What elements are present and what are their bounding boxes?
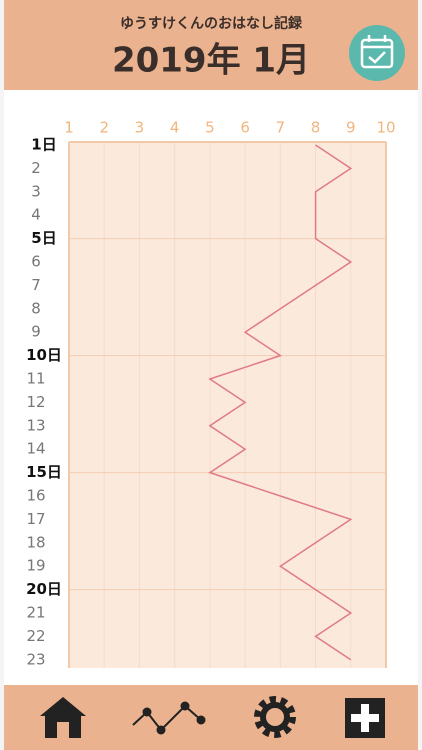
y-tick-label: 20日 bbox=[26, 580, 62, 598]
y-tick-label: 4 bbox=[31, 206, 41, 224]
y-tick-label: 19 bbox=[26, 557, 45, 575]
x-tick-label: 10 bbox=[376, 119, 395, 137]
y-tick-label: 13 bbox=[26, 416, 45, 434]
home-button[interactable] bbox=[40, 697, 86, 738]
y-tick-label: 15日 bbox=[26, 463, 62, 481]
y-tick-label: 1日 bbox=[31, 136, 56, 154]
header-bar bbox=[4, 0, 418, 90]
y-tick-label: 16 bbox=[26, 487, 45, 505]
calendar-button[interactable] bbox=[349, 25, 405, 81]
y-tick-label: 2 bbox=[31, 159, 41, 177]
y-tick-label: 21 bbox=[26, 604, 45, 622]
x-tick-label: 8 bbox=[311, 119, 321, 137]
y-tick-label: 17 bbox=[26, 510, 45, 528]
x-tick-label: 2 bbox=[99, 119, 109, 137]
graph-button[interactable] bbox=[132, 701, 206, 735]
x-tick-label: 5 bbox=[205, 119, 215, 137]
y-tick-label: 8 bbox=[31, 299, 41, 317]
x-tick-label: 3 bbox=[135, 119, 145, 137]
y-tick-label: 5日 bbox=[31, 229, 56, 247]
x-tick-label: 7 bbox=[276, 119, 286, 137]
plot-area bbox=[69, 142, 386, 668]
y-tick-label: 22 bbox=[26, 627, 45, 645]
y-tick-label: 12 bbox=[26, 393, 45, 411]
y-tick-label: 14 bbox=[26, 440, 45, 458]
subtitle: ゆうすけくんのおはなし記録 bbox=[120, 15, 303, 32]
month-title: 2019年 1月 bbox=[112, 41, 310, 81]
y-tick-label: 18 bbox=[26, 533, 45, 551]
settings-button[interactable] bbox=[254, 696, 296, 738]
y-tick-label: 6 bbox=[31, 253, 41, 271]
y-tick-label: 3 bbox=[31, 182, 41, 200]
data-line bbox=[208, 144, 353, 661]
x-tick-label: 4 bbox=[170, 119, 180, 137]
y-tick-label: 7 bbox=[31, 276, 41, 294]
x-tick-label: 1 bbox=[64, 119, 74, 137]
x-tick-label: 6 bbox=[240, 119, 250, 137]
x-tick-label: 9 bbox=[346, 119, 356, 137]
y-tick-label: 11 bbox=[26, 370, 45, 388]
chart: 1 2 3 4 5 6 7 8 9 101日2345日678910日1112131415日1617… bbox=[26, 119, 395, 669]
y-tick-label: 23 bbox=[26, 650, 45, 668]
add-button[interactable] bbox=[345, 698, 385, 738]
y-tick-label: 9 bbox=[31, 323, 41, 341]
y-tick-label: 10日 bbox=[26, 346, 62, 364]
